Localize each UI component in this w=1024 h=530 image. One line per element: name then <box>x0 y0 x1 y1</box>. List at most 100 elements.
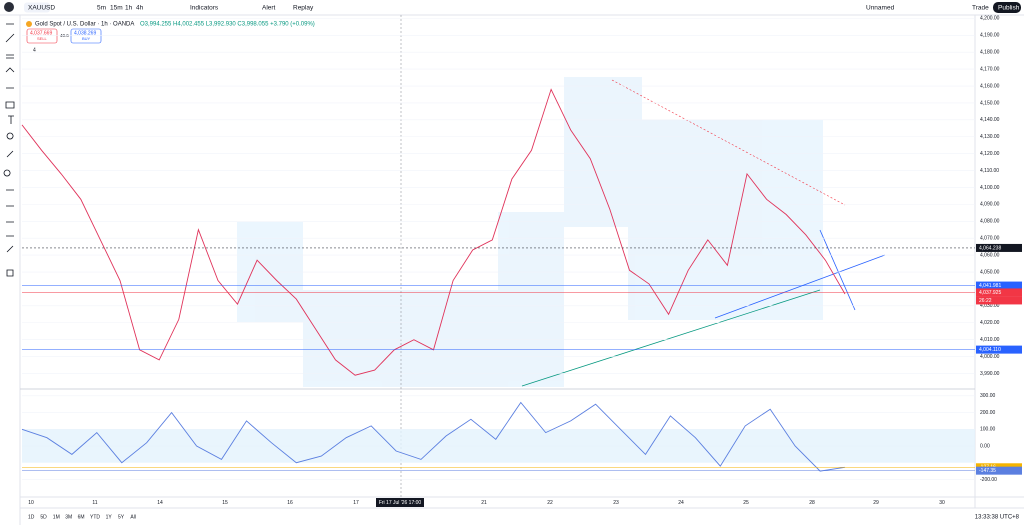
x-tick-label: 21 <box>481 500 487 506</box>
buy-price[interactable]: 4,038.269 <box>74 30 96 36</box>
y-tick-label: 4,120.00 <box>980 151 1000 157</box>
x-tick-label: 17 <box>353 500 359 506</box>
indicator-count[interactable]: 4 <box>33 47 36 53</box>
y-tick-label: 4,110.00 <box>980 168 999 174</box>
range-button[interactable]: 6M <box>78 514 85 520</box>
interval[interactable]: 15m <box>110 5 123 12</box>
indicators-button[interactable]: Indicators <box>190 5 219 12</box>
trend-line <box>714 254 886 319</box>
price-label: 4,064.238 <box>979 245 1001 251</box>
price-label: 4,041.981 <box>979 283 1001 289</box>
top-toolbar <box>0 0 1024 15</box>
symbol-icon <box>26 21 32 27</box>
y-tick-label: 4,190.00 <box>980 33 1000 39</box>
range-button[interactable]: 3M <box>65 514 72 520</box>
y-tick-label: 4,140.00 <box>980 117 1000 123</box>
price-label-box <box>976 243 1022 252</box>
y-tick-label: 4,060.00 <box>980 252 1000 258</box>
x-tick-label: 15 <box>222 500 228 506</box>
layout-name[interactable]: Unnamed <box>866 5 895 12</box>
sell-box[interactable] <box>26 28 58 44</box>
x-tick-label: 16 <box>287 500 293 506</box>
range-button[interactable]: 1D <box>28 514 35 520</box>
y-tick-label: 4,010.00 <box>980 337 1000 343</box>
logo[interactable] <box>4 2 14 12</box>
y-tick-label: 4,080.00 <box>980 219 1000 225</box>
tool-icons[interactable] <box>3 23 15 277</box>
sell-label[interactable]: SELL <box>37 36 48 41</box>
countdown-box <box>976 296 1022 305</box>
price-label-box <box>976 345 1022 354</box>
y-tick-label: 4,160.00 <box>980 83 1000 89</box>
x-tick-label: 25 <box>743 500 749 506</box>
crosshair-time-box <box>376 498 424 507</box>
legend-ohlc: O3,994.255 H4,002.455 L3,992.930 C3,998.… <box>140 22 315 28</box>
alert-button[interactable]: Alert <box>262 5 276 12</box>
symbol-box[interactable] <box>24 2 50 13</box>
x-tick-label: 22 <box>547 500 553 506</box>
x-tick-label: 30 <box>939 500 945 506</box>
profile-box <box>628 120 823 320</box>
y-tick-label: 4,070.00 <box>980 236 1000 242</box>
y-tick-label: 0.00 <box>980 443 990 449</box>
trend-line <box>611 79 846 206</box>
price-label-box <box>976 466 1022 475</box>
y-tick-label: 4,000.00 <box>980 354 1000 360</box>
x-tick-label: 24 <box>678 500 684 506</box>
x-tick-label: 14 <box>157 500 163 506</box>
range-button[interactable]: 1Y <box>106 514 113 520</box>
range-button[interactable]: 1M <box>53 514 60 520</box>
range-button[interactable]: 5D <box>40 514 47 520</box>
publish-box[interactable] <box>993 2 1021 13</box>
sell-price[interactable]: 4,037.669 <box>30 30 52 36</box>
legend-title: Gold Spot / U.S. Dollar · 1h · OANDA <box>35 22 134 28</box>
y-tick-label: 100.00 <box>980 427 996 433</box>
y-tick-label: 4,150.00 <box>980 100 1000 106</box>
interval[interactable]: 5m <box>97 5 106 12</box>
countdown: 26:22 <box>979 298 992 304</box>
x-tick-label: 29 <box>873 500 879 506</box>
price-label: -147.35 <box>979 468 996 474</box>
range-button[interactable]: YTD <box>90 514 100 520</box>
price-label: 4,037.925 <box>979 290 1001 296</box>
y-tick-label: 200.00 <box>980 410 996 416</box>
crosshair-time: Fri 17 Jul '26 17:00 <box>379 500 422 506</box>
range-button[interactable]: All <box>130 514 136 520</box>
trend-line <box>819 229 856 311</box>
y-tick-label: 4,170.00 <box>980 66 1000 72</box>
price-line <box>21 401 846 472</box>
x-tick-label: 28 <box>809 500 815 506</box>
profile-boxes <box>237 77 823 387</box>
y-tick-label: 4,130.00 <box>980 134 1000 140</box>
trade-button[interactable]: Trade <box>972 5 989 12</box>
spread: 40.6 <box>60 33 69 38</box>
y-tick-label: 3,990.00 <box>980 371 1000 377</box>
oscillator-band <box>22 429 975 463</box>
buy-label[interactable]: BUY <box>82 36 91 41</box>
y-tick-label: 4,200.00 <box>980 16 1000 22</box>
replay-button[interactable]: Replay <box>293 5 314 12</box>
y-tick-label: 4,050.00 <box>980 269 1000 275</box>
y-tick-label: 300.00 <box>980 393 996 399</box>
profile-box <box>303 290 498 387</box>
range-button[interactable]: 5Y <box>118 514 125 520</box>
left-tools <box>3 23 15 277</box>
clock: 13:33:38 UTC+8 <box>975 515 1020 521</box>
x-tick-label: 11 <box>92 500 97 506</box>
x-tick-label: 23 <box>613 500 619 506</box>
price-label-box <box>976 281 1022 290</box>
y-tick-label: 4,030.00 <box>980 303 1000 309</box>
y-tick-label: 4,020.00 <box>980 320 1000 326</box>
publish-button[interactable]: Publish <box>998 5 1020 12</box>
price-label-box <box>976 288 1022 297</box>
y-tick-label: 4,100.00 <box>980 185 1000 191</box>
interval[interactable]: 1h <box>125 5 133 12</box>
interval[interactable]: 4h <box>136 5 144 12</box>
buy-box[interactable] <box>70 28 102 44</box>
x-tick-label: 10 <box>28 500 34 506</box>
profile-box <box>498 212 564 387</box>
symbol[interactable]: XAUUSD <box>28 5 55 12</box>
y-tick-label: 4,180.00 <box>980 50 1000 56</box>
